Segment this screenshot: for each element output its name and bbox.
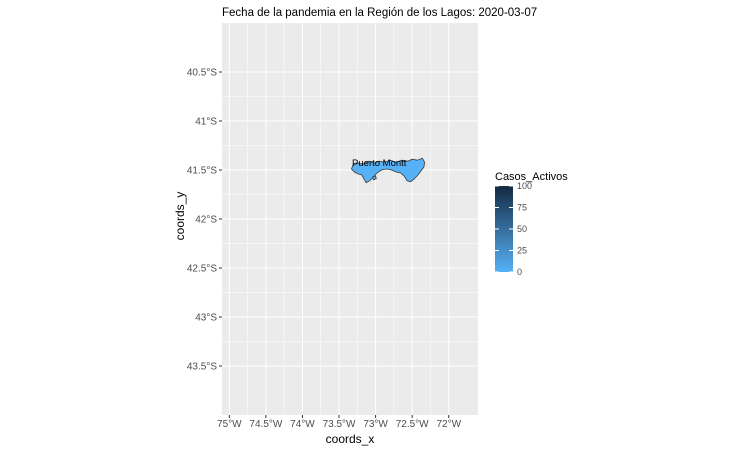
plot-title: Fecha de la pandemia en la Región de los… — [222, 7, 537, 19]
y-tick-label: 41°S — [195, 117, 217, 128]
legend-colorbar — [495, 186, 513, 272]
x-tick-label: 75°W — [217, 419, 242, 430]
y-axis-title: coords_y — [173, 192, 187, 241]
grid-lines — [222, 23, 478, 415]
legend-tick-label: 0 — [517, 267, 522, 277]
region-label: Puerto Montt — [352, 158, 407, 169]
legend-title: Casos_Activos — [495, 171, 568, 183]
x-tick-label: 74°W — [290, 419, 315, 430]
y-tick-label: 41.5°S — [187, 166, 217, 177]
x-tick-label: 73.5°W — [323, 419, 356, 430]
y-tick-label: 40.5°S — [187, 68, 217, 79]
x-tick-label: 73°W — [363, 419, 388, 430]
x-tick-label: 72°W — [436, 419, 461, 430]
region-islet-shape — [372, 175, 377, 181]
regions-layer: Puerto Montt — [351, 157, 426, 184]
legend-tick-label: 75 — [517, 203, 527, 213]
legend-tick-label: 100 — [517, 181, 532, 191]
y-tick-label: 43.5°S — [187, 362, 217, 373]
legend-tick-label: 50 — [517, 224, 527, 234]
legend-ticks: 100 75 50 25 0 — [495, 181, 532, 277]
legend-tick-label: 25 — [517, 246, 527, 256]
region-shape — [351, 157, 426, 184]
x-axis-ticks: 75°W 74.5°W 74°W 73.5°W 73°W 72.5°W 72°W — [217, 415, 462, 430]
x-tick-label: 74.5°W — [249, 419, 282, 430]
y-axis-ticks: 40.5°S 41°S 41.5°S 42°S 42.5°S 43°S 43.5°S — [187, 68, 222, 373]
y-tick-label: 42°S — [195, 215, 217, 226]
x-axis-title: coords_x — [326, 432, 375, 446]
legend: Casos_Activos 100 75 50 25 0 — [495, 171, 568, 277]
y-tick-label: 42.5°S — [187, 264, 217, 275]
y-tick-label: 43°S — [195, 313, 217, 324]
x-tick-label: 72.5°W — [396, 419, 429, 430]
